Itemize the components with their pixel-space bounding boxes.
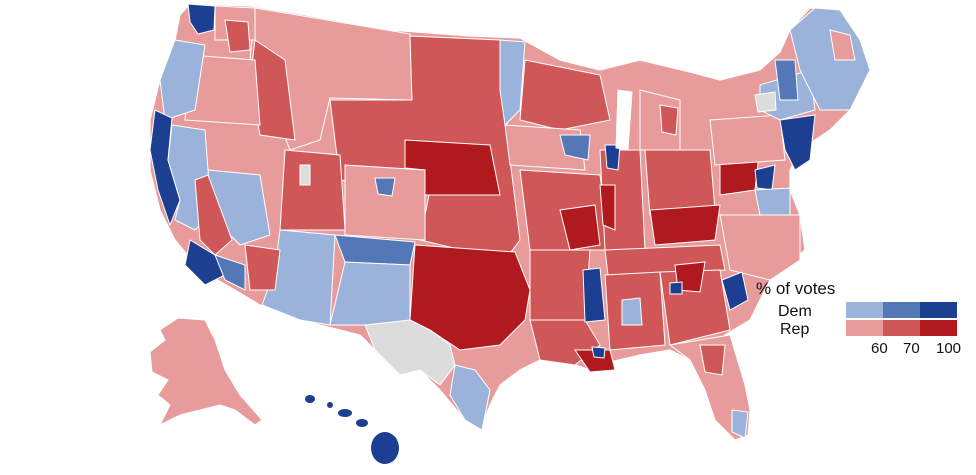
region-inland-empire [214,254,246,291]
region-vermont [774,59,799,101]
region-ohio [644,149,716,216]
region-pnw-coast [159,39,206,121]
region-dc-metro [754,164,776,191]
region-maine-rep [829,29,856,61]
region-carolinas [719,214,801,281]
region-new-england [789,7,871,111]
region-minnesota [499,39,526,127]
region-west-texas [364,319,456,386]
region-california-coast [149,109,181,227]
region-miami [731,409,749,439]
legend-dem-swatch-3 [920,302,957,318]
legend-title: % of votes [756,279,836,298]
region-michigan-lake [615,89,633,151]
region-sc-dem [721,271,749,311]
region-pennsylvania [709,114,786,166]
region-wisconsin-dem [559,134,591,161]
region-atlanta [669,281,683,295]
region-florida [668,334,751,441]
region-socal [184,239,226,286]
legend-rep-swatch-3 [920,320,957,336]
legend-rep-label: Rep [780,321,810,338]
region-kentucky [649,204,721,246]
region-illinois-dark [599,184,616,231]
legend-rep-swatch-1 [846,320,883,336]
hawaii-shape [305,395,399,464]
region-az-west [244,244,281,291]
region-upstate-grey [754,91,777,113]
legend-dem-swatch-1 [846,302,883,318]
region-colorado [344,164,426,241]
legend-tick-70: 70 [903,340,920,357]
region-wisconsin [519,59,611,131]
legend-tick-60: 60 [871,340,888,357]
region-seattle [187,3,216,35]
region-chicago [604,144,621,171]
region-alabama-dem [621,297,643,326]
region-new-mexico-south [329,261,411,326]
region-virginia [754,187,791,216]
alaska-shape [149,317,263,427]
region-missouri-dark [559,204,601,251]
region-arkansas [529,249,591,321]
region-new-orleans [591,346,606,359]
region-utah [279,149,346,231]
legend-dem-swatch-2 [883,302,920,318]
region-south-texas [449,364,491,431]
legend-tick-100: 100 [936,340,962,357]
region-washington-east2 [224,19,251,53]
region-california-inland [194,174,233,256]
legend-dem-label: Dem [778,303,812,320]
region-denver [374,177,396,197]
legend-rep-swatch-2 [883,320,920,336]
legend: % of votes Dem Rep 60 70 100 [752,279,972,359]
region-mississippi-delta [582,267,606,323]
region-florida-dark [699,344,726,376]
region-salt-lake-grey [299,164,311,186]
region-northeast-corridor [779,114,816,171]
region-michigan-dark [659,104,679,136]
